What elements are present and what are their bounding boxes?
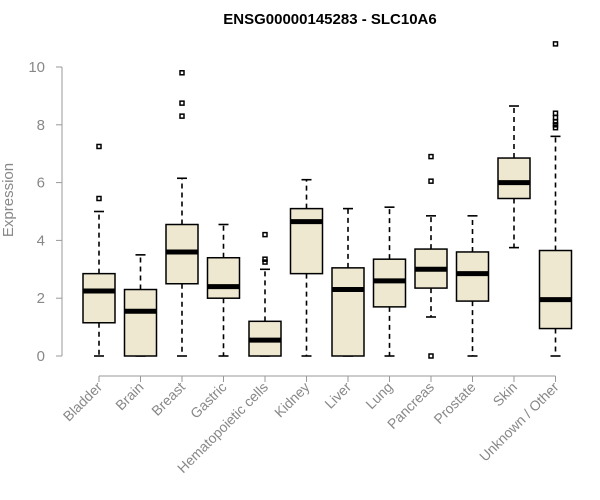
x-tick-label: Liver [321, 379, 354, 412]
x-tick-label: Skin [490, 379, 521, 410]
box-group [372, 206, 407, 357]
outlier-point [428, 153, 434, 160]
box-group [455, 215, 490, 357]
box [289, 207, 324, 275]
outlier-point [262, 256, 268, 262]
outlier-point [262, 259, 268, 265]
outlier-point [179, 100, 185, 106]
outlier-point [552, 114, 559, 121]
outlier-point [428, 353, 434, 359]
x-tick-label: Unknown / Other [476, 379, 562, 465]
outlier-point [552, 122, 559, 128]
boxes-layer [82, 41, 573, 359]
box [497, 157, 531, 200]
box-group [414, 153, 448, 359]
box-group [289, 178, 324, 357]
y-tick-label: 2 [37, 290, 45, 307]
x-tick-label: Kidney [271, 379, 313, 421]
x-tick-label: Breast [148, 379, 188, 419]
box [82, 272, 116, 324]
box-group [123, 254, 158, 357]
outlier-point [179, 70, 185, 76]
chart-title: ENSG00000145283 - SLC10A6 [223, 11, 436, 28]
box-group [497, 105, 531, 249]
outlier-point [428, 178, 434, 184]
x-tick-label: Brain [112, 379, 146, 413]
x-tick-label: Prostate [430, 379, 478, 427]
outlier-point [96, 143, 102, 150]
outlier-point [179, 113, 185, 119]
outlier-point [552, 124, 559, 131]
y-axis: 0 2 4 6 8 10 [28, 59, 63, 365]
outlier-point [552, 110, 559, 116]
y-tick-label: 4 [37, 232, 45, 249]
y-tick-label: 0 [37, 348, 45, 365]
box [123, 288, 158, 357]
x-tick-label: Bladder [60, 379, 106, 425]
box [331, 267, 365, 357]
outlier-point [552, 41, 559, 47]
box-group [331, 207, 365, 357]
outlier-point [96, 195, 102, 202]
y-tick-label: 8 [37, 117, 45, 134]
y-axis-label: Expression [0, 163, 17, 237]
y-tick-label: 10 [28, 59, 45, 76]
box-group [248, 231, 282, 357]
y-tick-label: 6 [37, 175, 45, 192]
box-group [82, 143, 116, 357]
x-tick-label: Lung [362, 379, 395, 412]
box-group [165, 70, 199, 357]
box-group [206, 223, 241, 357]
box [538, 249, 573, 330]
outlier-point [552, 119, 559, 125]
outlier-point [262, 231, 268, 238]
box [206, 256, 241, 299]
box [455, 251, 490, 302]
box-group [538, 41, 573, 357]
